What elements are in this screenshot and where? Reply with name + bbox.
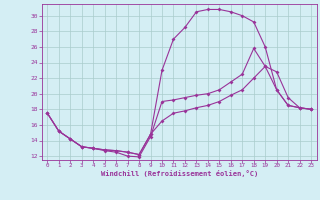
- X-axis label: Windchill (Refroidissement éolien,°C): Windchill (Refroidissement éolien,°C): [100, 170, 258, 177]
